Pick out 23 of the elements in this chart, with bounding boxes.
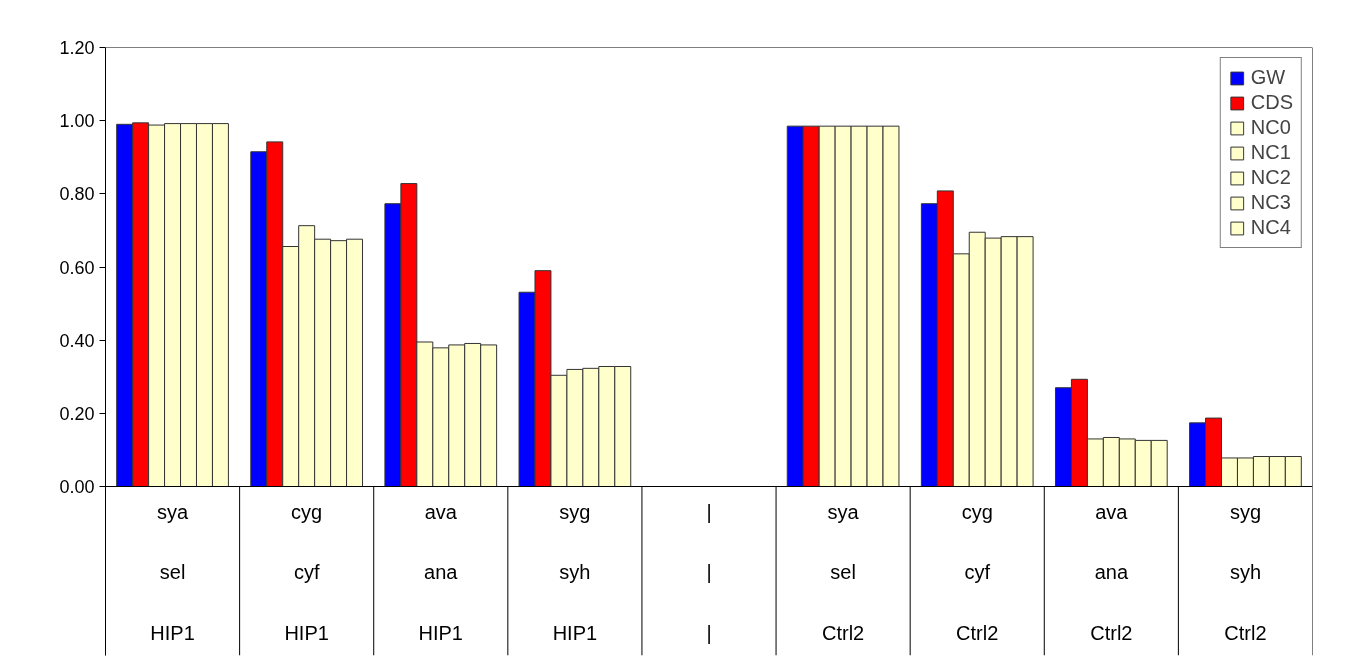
legend-label: NC4 <box>1250 216 1291 239</box>
category-label: cyg cyf Ctrl2 <box>956 500 999 644</box>
legend-label: NC2 <box>1250 166 1291 189</box>
legend-label: NC3 <box>1250 191 1291 214</box>
category-label: sya sel Ctrl2 <box>822 500 865 644</box>
category-label: syg syh HIP1 <box>552 500 598 644</box>
category-label: sya sel HIP1 <box>150 500 195 644</box>
y-tick-label: 0.00 <box>59 477 95 497</box>
category-label: ava ana Ctrl2 <box>1090 500 1133 644</box>
y-tick-label: 0.80 <box>59 184 95 205</box>
y-tick-label: 0.40 <box>59 330 95 351</box>
category-label: | | | <box>706 500 712 644</box>
category-label: ava ana HIP1 <box>418 500 464 644</box>
legend-label: NC0 <box>1250 116 1291 139</box>
legend-label: GW <box>1250 66 1286 89</box>
y-tick-label: 0.60 <box>59 257 95 278</box>
y-tick-label: 0.20 <box>59 403 95 424</box>
category-label: cyg cyf HIP1 <box>284 500 329 644</box>
legend-label: CDS <box>1250 91 1293 114</box>
y-tick-label: 1.20 <box>59 38 95 58</box>
legend-label: NC1 <box>1250 141 1291 164</box>
category-label: syg syh Ctrl2 <box>1224 500 1267 644</box>
y-tick-label: 1.00 <box>59 111 95 132</box>
